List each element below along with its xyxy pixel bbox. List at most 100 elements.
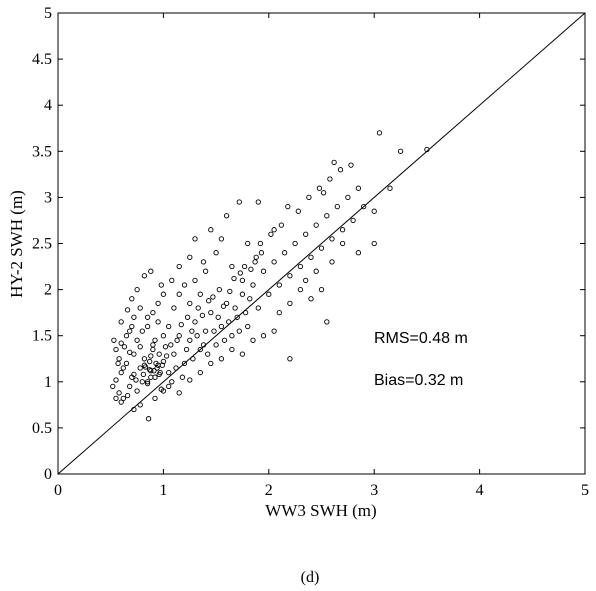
data-point [150, 342, 156, 348]
x-tick-label: 0 [54, 482, 62, 499]
data-point [195, 305, 201, 311]
data-point [129, 323, 135, 330]
data-point [118, 319, 124, 325]
y-tick-label: 1.5 [32, 328, 52, 345]
figure-caption: (d) [301, 569, 320, 586]
data-point [313, 222, 319, 228]
data-point [331, 159, 337, 166]
data-point [297, 286, 304, 293]
data-point [168, 342, 174, 348]
data-point [216, 286, 222, 293]
data-point [229, 333, 235, 339]
x-axis-label: WW3 SWH (m) [265, 501, 376, 520]
data-point [387, 185, 393, 191]
data-point [303, 231, 309, 237]
data-point [155, 319, 161, 325]
data-point [192, 319, 198, 325]
data-point [166, 369, 172, 376]
data-point [208, 309, 214, 316]
data-point [320, 190, 327, 196]
data-point [194, 333, 200, 339]
data-point [152, 337, 158, 343]
data-point [197, 346, 203, 353]
data-point [252, 259, 258, 265]
data-point [292, 240, 298, 247]
data-point [278, 222, 285, 228]
data-point [166, 383, 172, 390]
data-point [192, 277, 198, 284]
data-point [137, 305, 143, 311]
data-point [229, 346, 235, 353]
data-point [329, 259, 335, 265]
data-point [131, 351, 137, 357]
data-point [257, 240, 264, 247]
data-point [148, 268, 154, 274]
data-point [329, 236, 335, 242]
data-point [318, 245, 325, 251]
data-point [158, 282, 164, 288]
data-point [215, 314, 221, 320]
data-point [129, 296, 135, 302]
data-point [337, 167, 344, 173]
data-point [208, 227, 214, 233]
data-point [242, 309, 249, 316]
data-point [236, 328, 242, 334]
axis-ticks [57, 12, 586, 475]
data-point [239, 277, 246, 284]
data-point [155, 300, 161, 307]
data-point [271, 259, 277, 265]
data-point [176, 390, 182, 396]
data-point [213, 342, 219, 348]
data-point [127, 328, 133, 334]
data-point [339, 227, 346, 233]
data-point [144, 379, 151, 385]
data-point [148, 368, 154, 374]
data-point [144, 314, 151, 320]
data-point [124, 307, 131, 313]
data-point [221, 337, 228, 343]
data-point [159, 362, 165, 368]
data-point [160, 388, 167, 394]
data-point [154, 365, 160, 371]
y-tick-label: 5 [44, 5, 52, 22]
data-point [183, 346, 190, 353]
data-point [248, 266, 254, 272]
data-point [148, 374, 154, 380]
data-point [115, 360, 121, 367]
data-point [297, 263, 304, 270]
data-point [271, 328, 277, 334]
data-point [355, 250, 362, 256]
data-point [218, 323, 225, 330]
y-tick-label: 0.5 [32, 420, 52, 437]
data-point [171, 305, 177, 311]
data-point [306, 194, 312, 201]
data-point [147, 358, 153, 365]
data-point [192, 236, 198, 242]
data-point [187, 337, 193, 343]
data-point [116, 390, 122, 396]
data-point [258, 250, 265, 256]
data-point [205, 351, 211, 357]
data-point [348, 162, 354, 168]
data-point [124, 392, 131, 399]
data-point [169, 379, 175, 385]
data-point [139, 328, 145, 334]
data-point [324, 213, 330, 219]
data-point [141, 273, 148, 279]
data-point [220, 303, 227, 309]
data-point [134, 388, 140, 394]
data-point [241, 263, 248, 270]
data-point [127, 383, 133, 390]
data-point [123, 360, 130, 367]
data-point [127, 349, 133, 355]
y-axis-label: HY-2 SWH (m) [7, 190, 26, 298]
data-point [169, 277, 175, 284]
data-point [308, 296, 314, 302]
y-tick-label: 2 [44, 282, 52, 299]
data-point [152, 395, 158, 402]
data-point [160, 333, 167, 339]
data-point [210, 294, 216, 300]
data-point [118, 399, 124, 405]
data-point [239, 351, 246, 357]
data-point [134, 337, 140, 343]
